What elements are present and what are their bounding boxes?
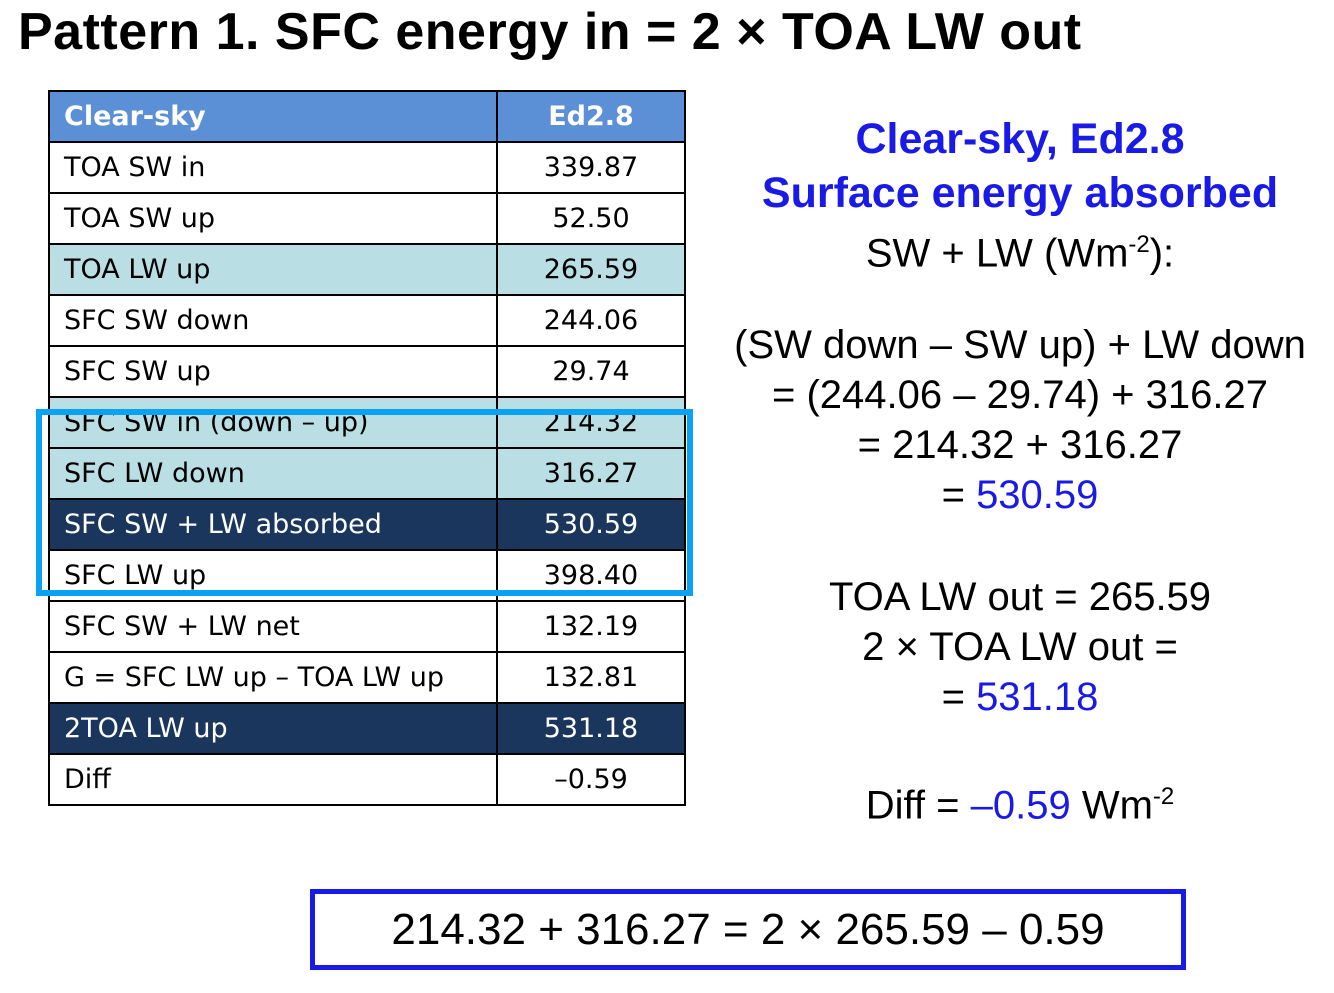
heading-surface-energy: Surface energy absorbed bbox=[761, 169, 1279, 217]
row-value: 244.06 bbox=[496, 294, 686, 347]
diff-line: Diff = –0.59 Wm-2 bbox=[700, 772, 1334, 830]
column-header-label: Clear-sky bbox=[48, 90, 498, 143]
table-row: SFC SW down 244.06 bbox=[48, 294, 686, 347]
calculation-block: (SW down – SW up) + LW down = (244.06 – … bbox=[700, 320, 1334, 520]
diff-unit: Wm bbox=[1070, 783, 1153, 828]
table-row: 2TOA LW up 531.18 bbox=[48, 702, 686, 755]
toa-line-1: TOA LW out = 265.59 bbox=[828, 575, 1212, 619]
units-text: SW + LW (Wm bbox=[865, 231, 1129, 276]
summary-equation-box: 214.32 + 316.27 = 2 × 265.59 – 0.59 bbox=[310, 889, 1186, 970]
row-value: 214.32 bbox=[496, 396, 686, 449]
toa-result: 531.18 bbox=[976, 675, 1099, 719]
table-row: SFC SW + LW absorbed 530.59 bbox=[48, 498, 686, 551]
table-row: TOA LW up 265.59 bbox=[48, 243, 686, 296]
row-value: 530.59 bbox=[496, 498, 686, 551]
row-value: 265.59 bbox=[496, 243, 686, 296]
highlight-box bbox=[36, 409, 693, 596]
table-row: G = SFC LW up – TOA LW up 132.81 bbox=[48, 651, 686, 704]
row-value: –0.59 bbox=[496, 753, 686, 806]
table-row: SFC SW up 29.74 bbox=[48, 345, 686, 398]
right-panel-heading: Clear-sky, Ed2.8 Surface energy absorbed… bbox=[700, 112, 1334, 278]
toa-equals: = bbox=[941, 675, 977, 719]
units-exponent: -2 bbox=[1128, 231, 1150, 258]
diff-block: Diff = –0.59 Wm-2 bbox=[700, 772, 1334, 830]
row-label: SFC LW down bbox=[48, 447, 498, 500]
calc-line-3: = 214.32 + 316.27 bbox=[857, 423, 1183, 467]
column-header-value: Ed2.8 bbox=[496, 90, 686, 143]
row-label: SFC SW + LW net bbox=[48, 600, 498, 653]
table-row: TOA SW in 339.87 bbox=[48, 141, 686, 194]
row-label: SFC SW up bbox=[48, 345, 498, 398]
table-row: SFC LW down 316.27 bbox=[48, 447, 686, 500]
row-label: SFC SW down bbox=[48, 294, 498, 347]
row-value: 29.74 bbox=[496, 345, 686, 398]
calc-equals: = bbox=[941, 473, 977, 517]
row-value: 52.50 bbox=[496, 192, 686, 245]
page-title: Pattern 1. SFC energy in = 2 × TOA LW ou… bbox=[18, 3, 1082, 61]
table-header-row: Clear-sky Ed2.8 bbox=[48, 90, 686, 143]
units-line: SW + LW (Wm-2): bbox=[700, 220, 1334, 278]
row-label: TOA LW up bbox=[48, 243, 498, 296]
table-row: SFC SW + LW net 132.19 bbox=[48, 600, 686, 653]
calc-line-2: = (244.06 – 29.74) + 316.27 bbox=[772, 373, 1268, 417]
row-label: TOA SW up bbox=[48, 192, 498, 245]
row-value: 132.81 bbox=[496, 651, 686, 704]
row-label: SFC SW + LW absorbed bbox=[48, 498, 498, 551]
table-row: Diff –0.59 bbox=[48, 753, 686, 806]
row-value: 316.27 bbox=[496, 447, 686, 500]
units-close: ): bbox=[1149, 231, 1175, 276]
diff-label: Diff = bbox=[865, 783, 971, 828]
row-value: 531.18 bbox=[496, 702, 686, 755]
heading-clear-sky: Clear-sky, Ed2.8 bbox=[855, 115, 1185, 163]
energy-table: Clear-sky Ed2.8 TOA SW in 339.87 TOA SW up… bbox=[48, 90, 686, 806]
table-row: TOA SW up 52.50 bbox=[48, 192, 686, 245]
toa-line-3: = 531.18 bbox=[700, 672, 1334, 722]
row-label: Diff bbox=[48, 753, 498, 806]
row-label: TOA SW in bbox=[48, 141, 498, 194]
diff-value: –0.59 bbox=[970, 783, 1071, 828]
toa-block: TOA LW out = 265.59 2 × TOA LW out = = 5… bbox=[700, 572, 1334, 722]
calc-result: 530.59 bbox=[976, 473, 1099, 517]
diff-exponent: -2 bbox=[1152, 783, 1175, 810]
row-value: 339.87 bbox=[496, 141, 686, 194]
row-label: G = SFC LW up – TOA LW up bbox=[48, 651, 498, 704]
toa-line-2: 2 × TOA LW out = bbox=[862, 625, 1178, 669]
row-label: 2TOA LW up bbox=[48, 702, 498, 755]
calc-line-1: (SW down – SW up) + LW down bbox=[734, 323, 1306, 367]
row-value: 132.19 bbox=[496, 600, 686, 653]
summary-equation: 214.32 + 316.27 = 2 × 265.59 – 0.59 bbox=[391, 905, 1105, 954]
calc-line-4: = 530.59 bbox=[700, 470, 1334, 520]
